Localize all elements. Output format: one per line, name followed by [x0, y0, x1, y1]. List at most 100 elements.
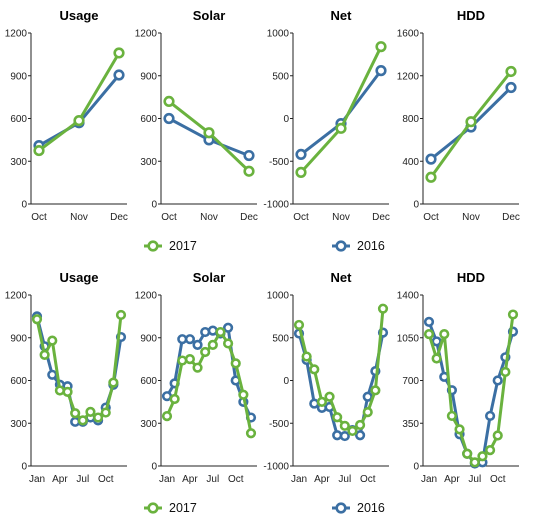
y-tick-label: 600: [140, 376, 157, 387]
data-point-2017: [375, 41, 387, 53]
data-point-2017: [47, 335, 58, 346]
legend-swatch-marker: [335, 240, 347, 252]
y-tick-label: 1200: [135, 291, 158, 302]
legend-label: 2017: [169, 239, 197, 253]
data-point-2017: [215, 326, 226, 338]
data-point-2017: [316, 396, 328, 407]
data-point-2017: [377, 303, 389, 314]
chart-panel-hdd-quarterly: HDD 0 400 800 1200 1600 Oct Nov Dec: [397, 8, 520, 223]
data-point-2017: [39, 349, 50, 360]
y-tick-label: 0: [151, 462, 157, 473]
data-point-2016: [47, 369, 58, 380]
y-tick-label: 600: [140, 114, 157, 125]
x-tick-label: Jan: [421, 474, 437, 485]
data-point-2017: [465, 116, 477, 128]
data-point-2016: [222, 322, 234, 333]
data-point-2016: [375, 65, 387, 77]
chart-panel-usage-monthly: Usage 0 300 600 900 1200 Jan Apr Jul Oct: [5, 270, 127, 485]
data-point-2016: [431, 336, 442, 347]
data-point-2017: [362, 407, 373, 418]
data-point-2017: [354, 419, 366, 431]
series-2017: [31, 309, 127, 426]
chart-title: Solar: [193, 270, 226, 285]
x-tick-label: Nov: [70, 212, 88, 223]
data-point-2017: [169, 393, 180, 405]
data-point-2017: [500, 366, 511, 378]
x-tick-label: Oct: [423, 212, 439, 223]
data-point-2016: [243, 149, 255, 162]
chart-panel-solar-quarterly: Solar 0 300 600 900 1200 Oct Nov Dec: [135, 8, 258, 223]
data-point-2017: [108, 377, 119, 388]
legend-item-2017: 2017: [144, 501, 197, 515]
y-tick-label: 1200: [135, 29, 158, 40]
data-point-2017: [332, 412, 343, 423]
legend-swatch-marker: [335, 502, 347, 514]
data-point-2017: [70, 408, 81, 419]
x-tick-label: Jul: [338, 474, 351, 485]
series-2016: [161, 322, 257, 423]
y-tick-label: 0: [413, 462, 419, 473]
data-point-2017: [115, 309, 127, 321]
x-tick-label: Jan: [291, 474, 307, 485]
y-tick-label: 1000: [267, 29, 290, 40]
series-2017: [295, 41, 387, 178]
x-tick-label: Apr: [444, 474, 460, 485]
x-tick-label: Oct: [228, 474, 244, 485]
data-point-2017: [100, 407, 111, 418]
series-line-2016: [300, 69, 383, 156]
x-tick-label: Dec: [502, 212, 520, 223]
data-point-2017: [293, 319, 305, 331]
y-tick-label: -1000: [263, 462, 289, 473]
data-point-2017: [184, 354, 196, 365]
data-point-2017: [207, 339, 218, 350]
y-tick-label: 0: [283, 114, 289, 125]
x-tick-label: Dec: [240, 212, 258, 223]
y-tick-label: 900: [140, 333, 157, 344]
y-tick-label: 900: [10, 333, 27, 344]
y-tick-label: 0: [283, 376, 289, 387]
data-point-2017: [446, 410, 458, 422]
data-point-2017: [309, 364, 320, 375]
data-point-2017: [245, 428, 257, 439]
data-point-2016: [113, 69, 125, 81]
x-tick-label: Nov: [332, 212, 350, 223]
y-tick-label: 1050: [397, 333, 420, 344]
data-point-2016: [339, 430, 350, 442]
data-point-2017: [477, 451, 488, 462]
y-tick-label: 300: [10, 157, 27, 168]
y-tick-label: -500: [269, 419, 289, 430]
chart-panel-net-monthly: Net -1000 -500 0 500 1000 Jan Apr Jul Oct: [263, 270, 389, 485]
y-tick-label: 500: [272, 333, 289, 344]
legend-label: 2016: [357, 239, 385, 253]
x-tick-label: Jul: [206, 474, 219, 485]
data-point-2017: [454, 424, 465, 435]
legend-monthly: 2017 2016: [144, 501, 385, 515]
chart-title: Net: [331, 270, 353, 285]
y-tick-label: 500: [272, 71, 289, 82]
data-point-2016: [192, 339, 203, 350]
data-point-2017: [507, 309, 519, 320]
chart-title: Usage: [59, 270, 98, 285]
series-2017: [163, 95, 255, 177]
x-tick-label: Apr: [52, 474, 68, 485]
data-point-2016: [200, 326, 211, 338]
data-point-2017: [295, 166, 307, 178]
y-tick-label: 300: [140, 419, 157, 430]
x-tick-label: Jul: [76, 474, 89, 485]
data-point-2016: [295, 148, 307, 161]
series-2017: [423, 309, 519, 468]
data-point-2017: [243, 165, 255, 177]
legend-swatch-marker: [147, 502, 159, 514]
data-point-2017: [431, 353, 442, 364]
y-tick-label: 0: [21, 200, 27, 211]
data-point-2016: [163, 112, 175, 125]
x-tick-label: Jul: [468, 474, 481, 485]
data-point-2016: [505, 81, 517, 94]
x-tick-label: Oct: [490, 474, 506, 485]
y-tick-label: 1000: [267, 291, 290, 302]
data-point-2017: [163, 95, 175, 107]
series-2017: [293, 303, 389, 437]
data-point-2017: [177, 355, 188, 366]
y-tick-label: -1000: [263, 200, 289, 211]
